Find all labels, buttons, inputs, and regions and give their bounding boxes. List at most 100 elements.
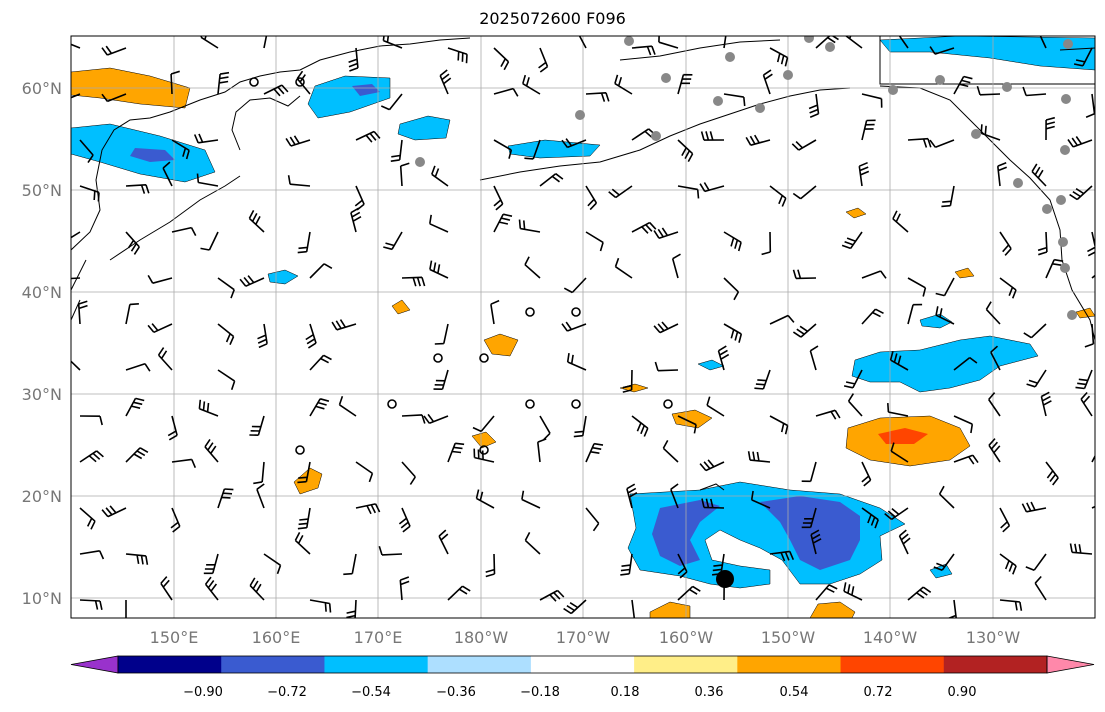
wind-barb — [71, 277, 81, 280]
wind-barb — [999, 507, 1011, 533]
wind-barb — [1034, 575, 1047, 601]
wind-barb — [706, 396, 725, 417]
colorbar-frame — [117, 655, 1048, 674]
wind-barb — [929, 139, 955, 149]
wind-barb — [493, 47, 510, 71]
wind-barb — [309, 398, 330, 417]
wind-barb — [1037, 231, 1048, 256]
wind-barb — [585, 442, 604, 463]
wind-barb — [988, 392, 1001, 417]
lon-label: 160°W — [659, 628, 714, 647]
wind-barb — [847, 393, 863, 417]
wind-barb — [861, 93, 883, 108]
wind-barb — [769, 185, 787, 207]
wind-barb — [157, 347, 173, 371]
wind-barb — [401, 461, 416, 485]
wind-barb — [355, 130, 381, 143]
wind-barb — [1091, 505, 1095, 509]
wind-barb — [249, 415, 265, 436]
wind-barb — [196, 173, 219, 187]
wind-barb — [1084, 323, 1095, 348]
wind-barb — [171, 458, 197, 469]
wind-barb — [792, 323, 817, 338]
wind-barb — [263, 84, 289, 97]
wind-barb — [217, 277, 235, 299]
wind-barb — [670, 483, 679, 509]
wind-barb — [815, 36, 839, 49]
wind-barb — [493, 139, 513, 159]
wind-barb — [769, 415, 789, 435]
wind-barb — [439, 69, 452, 95]
wind-barb — [383, 231, 403, 251]
colorbar-tick-label: 0.90 — [948, 685, 977, 700]
wind-barb — [887, 403, 909, 417]
colorbar-tick-label: −0.18 — [520, 685, 560, 700]
wind-barb — [933, 553, 955, 571]
wind-barb — [438, 529, 449, 555]
lon-label: 150°E — [150, 628, 199, 647]
wind-barb — [79, 507, 96, 530]
wind-barb — [71, 360, 81, 371]
wind-barb — [792, 269, 817, 280]
storm-center-marker — [716, 570, 734, 588]
wind-barb — [171, 226, 197, 236]
wind-barb — [801, 461, 817, 483]
colorbar-segment — [634, 656, 738, 673]
wind-barb — [677, 415, 697, 434]
wind-barb — [953, 415, 974, 434]
colorbar-segment — [118, 656, 222, 673]
wind-barb — [801, 507, 817, 529]
wind-barb — [892, 210, 909, 233]
wind-barb — [861, 461, 872, 487]
map-title: 2025072600 F096 — [479, 9, 626, 28]
colorbar-segment — [324, 656, 429, 673]
wind-barb — [769, 47, 789, 67]
wind-barb — [490, 299, 500, 325]
wind-barb — [125, 231, 140, 255]
wind-barb — [990, 345, 1001, 371]
wind-barb — [1085, 93, 1095, 118]
wind-barb — [125, 553, 149, 565]
wind-barb — [988, 438, 1001, 463]
wind-barb — [434, 323, 449, 345]
wind-barb — [1021, 501, 1047, 513]
wind-barb — [493, 213, 513, 233]
wind-barb — [815, 409, 841, 420]
wind-barb — [1069, 185, 1093, 201]
wind-barb — [701, 498, 725, 509]
wind-barb — [999, 599, 1023, 611]
wind-barb — [999, 553, 1017, 575]
wind-barb — [935, 277, 955, 297]
wind-barb — [125, 397, 145, 417]
wind-barb — [475, 489, 495, 509]
wind-barb — [539, 589, 565, 602]
wind-barb — [331, 319, 357, 331]
wind-barb — [423, 413, 449, 425]
wind-barb — [1069, 543, 1093, 555]
wind-barb — [658, 36, 679, 49]
wind-barb — [399, 576, 410, 601]
wind-barb — [263, 36, 268, 49]
map-field — [71, 36, 1095, 618]
wind-barb — [257, 323, 268, 349]
wind-barb — [524, 256, 541, 279]
wind-barb — [524, 532, 541, 555]
wind-barb — [677, 553, 688, 579]
wind-barb — [125, 362, 151, 372]
wind-barb — [248, 210, 265, 233]
wind-barb — [79, 415, 103, 426]
wind-barb — [723, 231, 742, 252]
wind-barb — [745, 134, 771, 146]
wind-barb — [200, 36, 219, 49]
wind-barb — [907, 586, 932, 601]
wind-barb — [976, 85, 1001, 96]
wind-barb — [1039, 36, 1047, 49]
wind-barb — [815, 584, 838, 601]
wind-barb — [287, 175, 311, 187]
wind-barb — [447, 585, 471, 601]
wind-barb — [125, 447, 149, 463]
wind-barb — [712, 553, 725, 576]
wind-barb — [493, 185, 504, 211]
wind-barb — [539, 415, 551, 441]
wind-barb — [1025, 553, 1047, 571]
